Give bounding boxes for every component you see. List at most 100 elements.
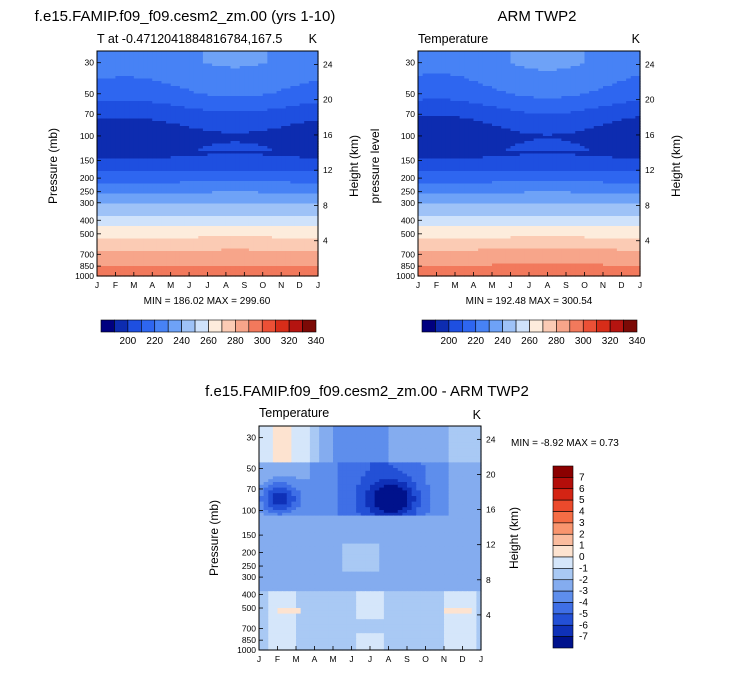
model-cell (230, 68, 236, 72)
model-cell (147, 56, 153, 60)
model-cell (143, 73, 149, 77)
model-cell (166, 103, 172, 107)
model-cell (106, 73, 112, 77)
model-cell (253, 128, 259, 132)
model-cell (244, 83, 250, 87)
model-cell (115, 53, 121, 57)
model-cell (202, 113, 209, 117)
model-cell (124, 61, 130, 65)
model-cell (179, 116, 186, 120)
model-cell (166, 88, 172, 92)
model-cell (184, 61, 190, 65)
model-cell (313, 78, 319, 82)
model-cell (138, 123, 144, 127)
model-cell (184, 86, 190, 90)
model-cell (161, 91, 167, 95)
model-cell (179, 61, 186, 65)
model-cell (184, 106, 190, 110)
model-cell (170, 53, 176, 57)
model-cell (235, 81, 241, 85)
model-cell (106, 68, 112, 72)
model-cell (308, 126, 314, 130)
model-cell (281, 88, 287, 92)
model-cell (212, 93, 218, 97)
model-cell (235, 113, 241, 117)
model-cell (212, 73, 218, 77)
model-cell (235, 98, 241, 102)
model-cell (253, 118, 259, 122)
plot-layer: 3050701001502002503004005007008501000242… (75, 50, 655, 664)
model-cell (276, 81, 282, 85)
model-cell (110, 116, 117, 120)
model-cell (216, 111, 222, 115)
model-cell (170, 66, 176, 70)
diff-ylabel: Pressure (mb) (207, 500, 221, 576)
model-cell (166, 83, 172, 87)
model-cell (198, 116, 204, 120)
model-cell (230, 61, 236, 65)
model-cell (133, 58, 140, 62)
model-cell (152, 113, 158, 117)
model-cell (189, 111, 195, 115)
model-cell (248, 68, 255, 72)
model-cell (221, 83, 227, 87)
model-cell (184, 93, 190, 97)
model-cell (170, 76, 176, 80)
model-cell (239, 111, 245, 115)
model-cell (198, 98, 204, 102)
model-cell (156, 121, 163, 125)
model-cell (244, 86, 250, 90)
model-cell (239, 121, 245, 125)
model-cell (202, 61, 209, 65)
model-cell (267, 93, 273, 97)
model-cell (115, 106, 121, 110)
model-cell (207, 93, 213, 97)
model-cell (193, 128, 199, 132)
model-cell (124, 86, 130, 90)
model-cell (115, 88, 121, 92)
model-cell (313, 116, 319, 120)
model-cell (262, 73, 268, 77)
model-cell (110, 81, 117, 85)
model-cell (267, 66, 273, 70)
model-cell (179, 73, 186, 77)
model-cell (129, 103, 135, 107)
model-cell (189, 101, 195, 105)
model-cell (166, 68, 172, 72)
model-cell (225, 116, 232, 120)
model-cell (184, 108, 190, 112)
model-cell (170, 126, 176, 130)
model-cell (248, 56, 255, 60)
model-cell (198, 103, 204, 107)
model-cell (129, 128, 135, 132)
model-cell (271, 118, 278, 122)
model-cell (244, 53, 250, 57)
model-cell (161, 71, 167, 75)
model-cell (281, 78, 287, 82)
model-cell (239, 73, 245, 77)
model-cell (207, 83, 213, 87)
model-cell (304, 88, 310, 92)
model-cell (175, 86, 181, 90)
model-cell (221, 63, 227, 67)
model-cell (308, 78, 314, 82)
model-cell (179, 96, 186, 100)
model-cell (120, 108, 126, 112)
model-cell (133, 126, 140, 130)
model-cell (161, 106, 167, 110)
model-cell (281, 86, 287, 90)
model-cell (133, 86, 140, 90)
model-cell (120, 73, 126, 77)
model-cell (143, 81, 149, 85)
model-cell (276, 63, 282, 67)
model-cell (239, 66, 245, 70)
model-cell (308, 53, 314, 57)
model-cell (308, 73, 314, 77)
model-cell (258, 126, 264, 130)
model-cell (244, 61, 250, 65)
model-cell (239, 51, 245, 55)
model-cell (258, 86, 264, 90)
model-cell (281, 103, 287, 107)
model-cell (253, 73, 259, 77)
model-cell (299, 51, 305, 55)
